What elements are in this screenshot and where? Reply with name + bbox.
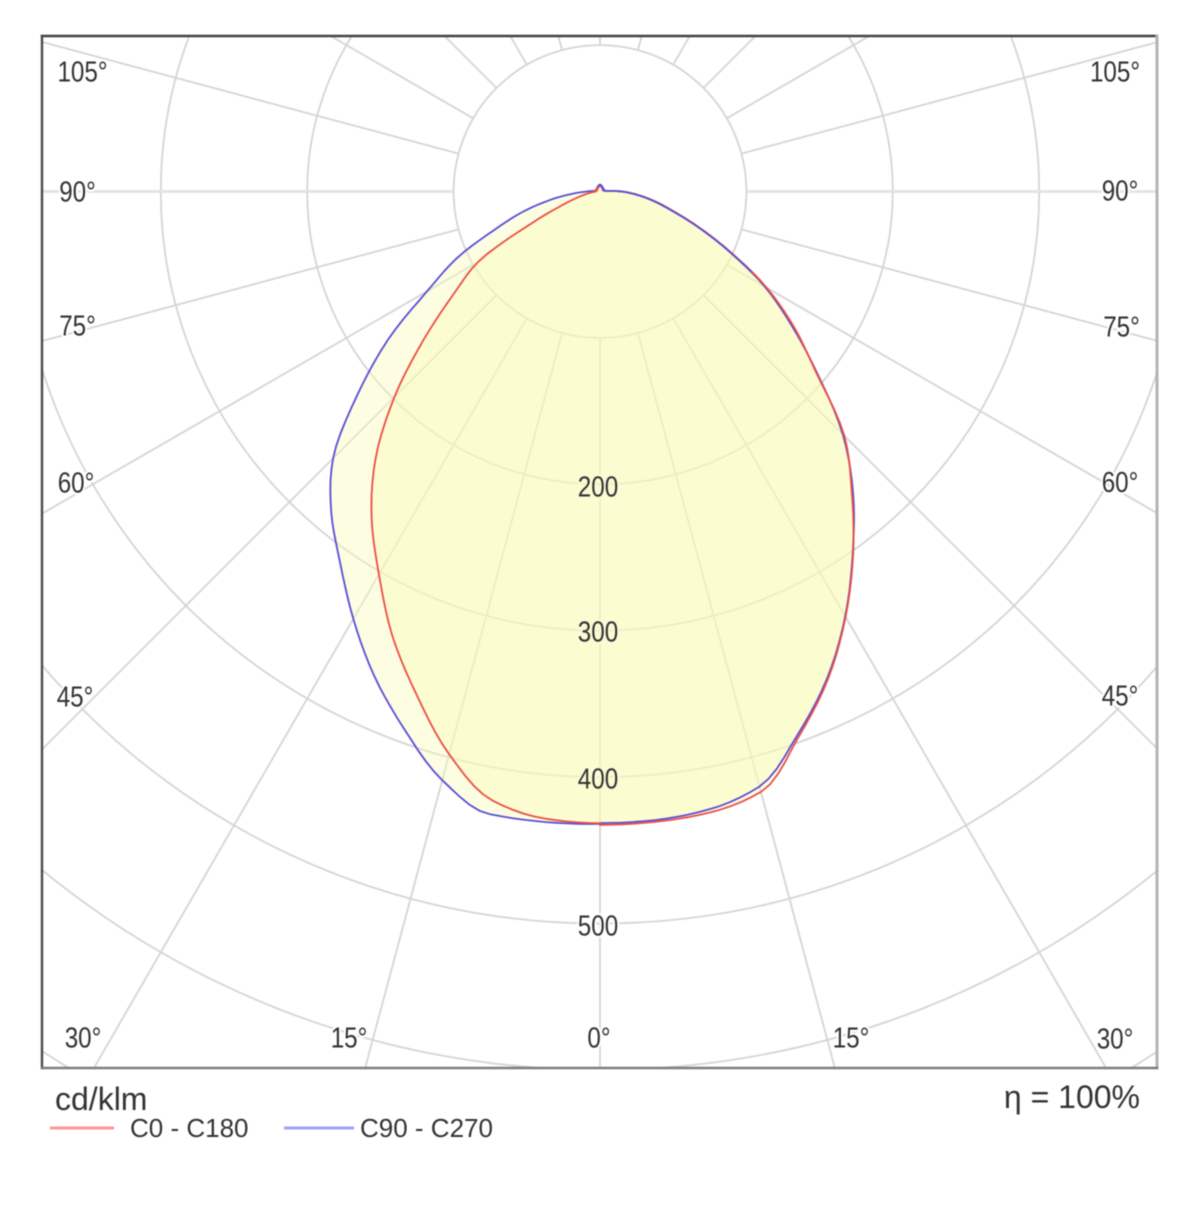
svg-text:90°: 90° (1102, 175, 1139, 207)
svg-text:C90 - C270: C90 - C270 (360, 1113, 493, 1143)
svg-text:C0 - C180: C0 - C180 (130, 1113, 249, 1143)
svg-text:15°: 15° (331, 1022, 368, 1054)
svg-text:60°: 60° (58, 467, 95, 499)
svg-text:400: 400 (578, 763, 618, 795)
svg-text:cd/klm: cd/klm (55, 1081, 147, 1117)
svg-text:30°: 30° (1097, 1023, 1134, 1055)
svg-text:500: 500 (578, 910, 618, 942)
svg-text:0°: 0° (587, 1022, 610, 1054)
svg-text:30°: 30° (65, 1022, 102, 1054)
svg-text:45°: 45° (1102, 680, 1139, 712)
svg-text:75°: 75° (59, 310, 96, 342)
svg-text:200: 200 (578, 471, 618, 503)
svg-text:15°: 15° (833, 1022, 870, 1054)
svg-text:60°: 60° (1102, 466, 1139, 498)
svg-text:105°: 105° (1090, 56, 1140, 88)
svg-text:45°: 45° (57, 681, 94, 713)
svg-text:300: 300 (578, 616, 618, 648)
svg-text:90°: 90° (59, 176, 96, 208)
svg-text:η = 100%: η = 100% (1004, 1079, 1140, 1115)
svg-text:75°: 75° (1103, 311, 1140, 343)
svg-text:105°: 105° (57, 56, 107, 88)
